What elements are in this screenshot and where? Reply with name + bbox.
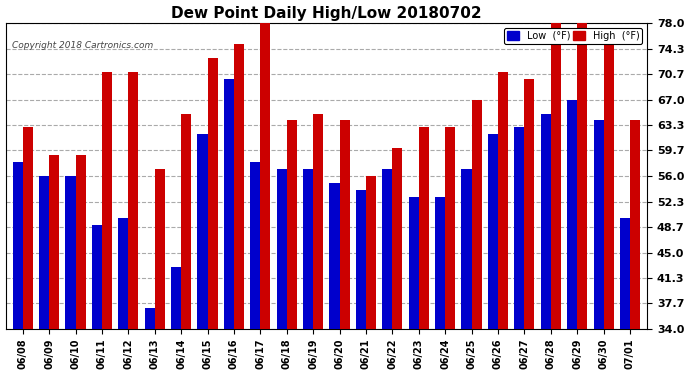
Bar <box>567 100 577 329</box>
Bar <box>339 120 350 329</box>
Bar <box>39 176 49 329</box>
Bar <box>197 134 208 329</box>
Bar <box>260 23 270 329</box>
Bar <box>445 128 455 329</box>
Bar <box>419 128 428 329</box>
Bar <box>277 169 287 329</box>
Bar <box>128 72 139 329</box>
Bar <box>498 72 508 329</box>
Bar <box>313 114 323 329</box>
Bar <box>514 128 524 329</box>
Bar <box>524 79 534 329</box>
Bar <box>303 169 313 329</box>
Bar <box>145 308 155 329</box>
Bar <box>551 23 561 329</box>
Bar <box>234 44 244 329</box>
Bar <box>208 58 217 329</box>
Text: Copyright 2018 Cartronics.com: Copyright 2018 Cartronics.com <box>12 40 153 50</box>
Bar <box>488 134 498 329</box>
Bar <box>330 183 339 329</box>
Bar <box>604 44 613 329</box>
Bar <box>66 176 75 329</box>
Bar <box>408 197 419 329</box>
Bar <box>49 155 59 329</box>
Bar <box>620 218 630 329</box>
Bar <box>382 169 393 329</box>
Bar <box>92 225 102 329</box>
Bar <box>541 114 551 329</box>
Bar <box>181 114 191 329</box>
Bar <box>12 162 23 329</box>
Bar <box>593 120 604 329</box>
Bar <box>224 79 234 329</box>
Bar <box>630 120 640 329</box>
Bar <box>471 100 482 329</box>
Bar <box>435 197 445 329</box>
Title: Dew Point Daily High/Low 20180702: Dew Point Daily High/Low 20180702 <box>171 6 482 21</box>
Bar <box>356 190 366 329</box>
Bar <box>287 120 297 329</box>
Bar <box>393 148 402 329</box>
Bar <box>155 169 165 329</box>
Legend: Low  (°F), High  (°F): Low (°F), High (°F) <box>504 28 642 44</box>
Bar <box>171 267 181 329</box>
Bar <box>102 72 112 329</box>
Bar <box>250 162 260 329</box>
Bar <box>366 176 376 329</box>
Bar <box>75 155 86 329</box>
Bar <box>577 23 587 329</box>
Bar <box>118 218 128 329</box>
Bar <box>23 128 32 329</box>
Bar <box>462 169 471 329</box>
